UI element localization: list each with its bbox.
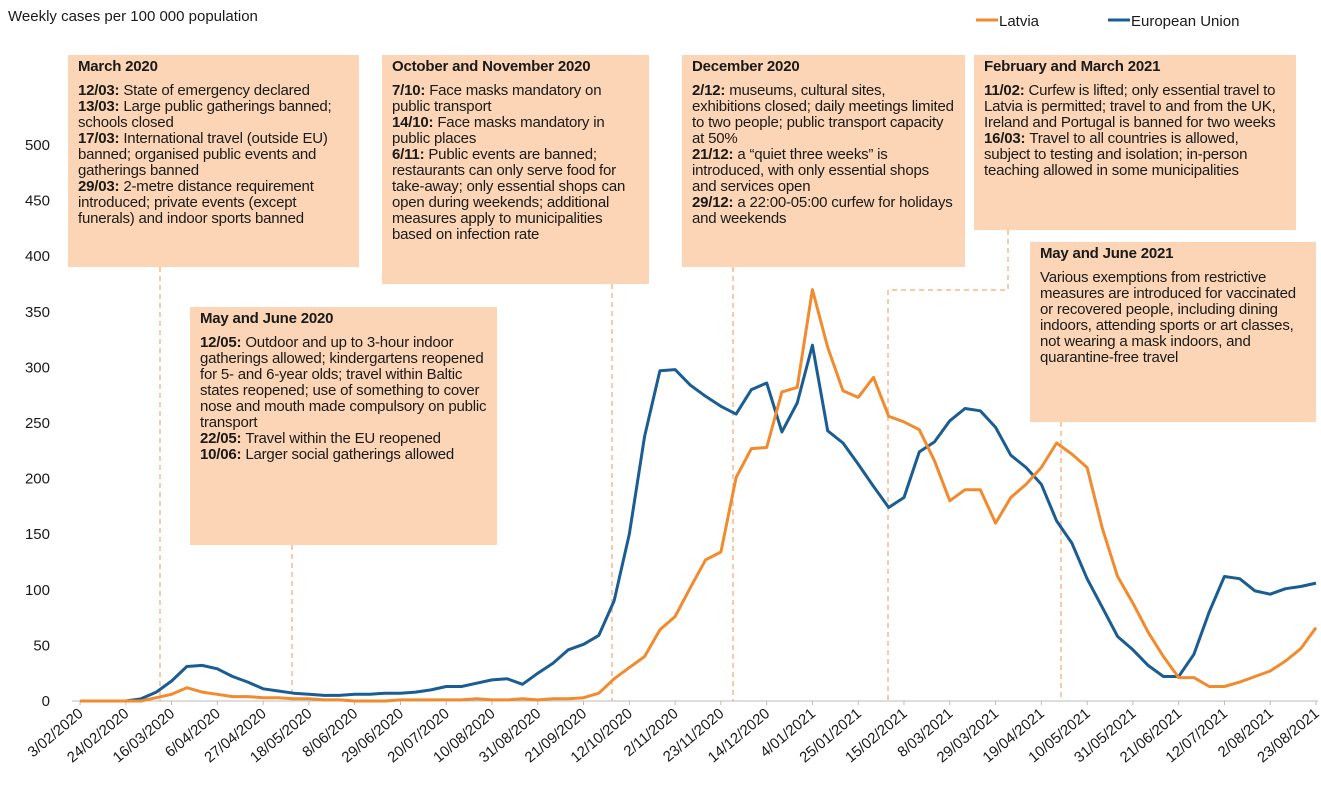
annotation-date: 29/12: bbox=[692, 194, 734, 211]
y-tick-label: 200 bbox=[25, 471, 50, 488]
y-tick-label: 300 bbox=[25, 359, 50, 376]
annotation-text: 2-metre distance requirement introduced;… bbox=[78, 178, 314, 227]
annotation-text: International travel (outside EU) banned… bbox=[78, 130, 328, 179]
annotation-date: 17/03: bbox=[78, 130, 120, 147]
annotation-text: Curfew is lifted; only essential travel … bbox=[984, 82, 1276, 131]
annotation-item: 16/03: Travel to all countries is allowed… bbox=[984, 131, 1288, 179]
annotation-date: 14/10: bbox=[392, 114, 434, 131]
annotation-text: Public events are banned; restaurants ca… bbox=[392, 146, 626, 243]
annotation-date: 12/05: bbox=[200, 334, 242, 351]
annotation-date: 12/03: bbox=[78, 82, 120, 99]
series-line bbox=[80, 288, 1318, 703]
annotation-date: 21/12: bbox=[692, 146, 734, 163]
annotation-text: Face masks mandatory on public transport bbox=[392, 82, 602, 115]
annotation-text: Outdoor and up to 3-hour indoor gatherin… bbox=[200, 334, 487, 431]
annotation-title: May and June 2021 bbox=[1040, 245, 1174, 262]
annotation-box: March 2020 12/03: State of emergency decla… bbox=[68, 55, 359, 267]
annotation-item: 29/12: a 22:00-05:00 curfew for holidays … bbox=[692, 195, 957, 227]
annotation-item: 29/03: 2-metre distance requirement intro… bbox=[78, 179, 351, 227]
annotation-text: museums, cultural sites, exhibitions clo… bbox=[692, 82, 954, 147]
annotation-date: 22/05: bbox=[200, 430, 242, 447]
annotation-item: 14/10: Face masks mandatory in public pla… bbox=[392, 115, 641, 147]
legend-label: Latvia bbox=[999, 13, 1040, 30]
annotation-date: 6/11: bbox=[392, 146, 425, 163]
y-axis-title: Weekly cases per 100 000 population bbox=[8, 8, 258, 25]
annotation-text: Larger social gatherings allowed bbox=[245, 446, 455, 463]
connector-lines bbox=[159, 230, 1062, 701]
annotation-date: 16/03: bbox=[984, 130, 1026, 147]
y-tick-label: 100 bbox=[25, 582, 50, 599]
annotation-date: 7/10: bbox=[392, 82, 426, 99]
y-tick-label: 450 bbox=[25, 193, 50, 210]
series-line bbox=[80, 343, 1317, 703]
annotation-title: March 2020 bbox=[78, 58, 158, 75]
annotation-date: 29/03: bbox=[78, 178, 120, 195]
legend-label: European Union bbox=[1131, 13, 1239, 30]
annotation-text: Various exemptions from restrictive meas… bbox=[1040, 269, 1296, 366]
annotation-box: May and June 2021 Various exemptions from… bbox=[1030, 242, 1316, 422]
annotation-title: December 2020 bbox=[692, 58, 800, 75]
annotation-item: 6/11: Public events are banned; restauran… bbox=[392, 147, 641, 243]
annotation-title: February and March 2021 bbox=[984, 58, 1161, 75]
annotation-date: 2/12: bbox=[692, 82, 726, 99]
annotation-text: Travel within the EU reopened bbox=[245, 430, 441, 447]
annotation-item: 10/06: Larger social gatherings allowed bbox=[200, 447, 489, 463]
annotation-item: 17/03: International travel (outside EU) … bbox=[78, 131, 351, 179]
y-tick-label: 250 bbox=[25, 415, 50, 432]
annotation-date: 10/06: bbox=[200, 446, 242, 463]
y-tick-label: 350 bbox=[25, 304, 50, 321]
annotation-text: a “quiet three weeks” is introduced, wit… bbox=[692, 146, 929, 195]
annotation-title: October and November 2020 bbox=[392, 58, 591, 75]
y-tick-label: 50 bbox=[33, 637, 50, 654]
annotation-text: Face masks mandatory in public places bbox=[392, 114, 605, 147]
y-tick-label: 0 bbox=[42, 693, 50, 710]
annotation-box: December 2020 2/12: museums, cultural site… bbox=[682, 55, 965, 267]
annotation-item: 7/10: Face masks mandatory on public tran… bbox=[392, 83, 641, 115]
annotation-item: 12/05: Outdoor and up to 3-hour indoor ga… bbox=[200, 335, 489, 431]
annotation-item: 12/03: State of emergency declared bbox=[78, 83, 351, 99]
annotation-box: October and November 2020 7/10: Face masks… bbox=[382, 55, 649, 284]
annotation-item: 13/03: Large public gatherings banned; sc… bbox=[78, 99, 351, 131]
annotation-text: Travel to all countries is allowed, subj… bbox=[984, 130, 1248, 179]
annotation-box: May and June 2020 12/05: Outdoor and up to… bbox=[190, 307, 497, 545]
annotation-item: 21/12: a “quiet three weeks” is introduce… bbox=[692, 147, 957, 195]
y-tick-label: 150 bbox=[25, 526, 50, 543]
y-tick-label: 400 bbox=[25, 248, 50, 265]
annotation-item: 11/02: Curfew is lifted; only essential t… bbox=[984, 83, 1288, 131]
connector bbox=[887, 230, 1009, 701]
annotation-box: February and March 2021 11/02: Curfew is l… bbox=[974, 55, 1296, 230]
annotation-title: May and June 2020 bbox=[200, 310, 334, 327]
annotation-date: 13/03: bbox=[78, 98, 120, 115]
y-tick-label: 500 bbox=[25, 137, 50, 154]
annotation-text: State of emergency declared bbox=[123, 82, 310, 99]
annotation-text: Large public gatherings banned; schools … bbox=[78, 98, 332, 131]
annotation-text: a 22:00-05:00 curfew for holidays and we… bbox=[692, 194, 953, 227]
annotation-date: 11/02: bbox=[984, 82, 1025, 99]
annotation-item: 2/12: museums, cultural sites, exhibition… bbox=[692, 83, 957, 147]
annotation-item: 22/05: Travel within the EU reopened bbox=[200, 431, 489, 447]
